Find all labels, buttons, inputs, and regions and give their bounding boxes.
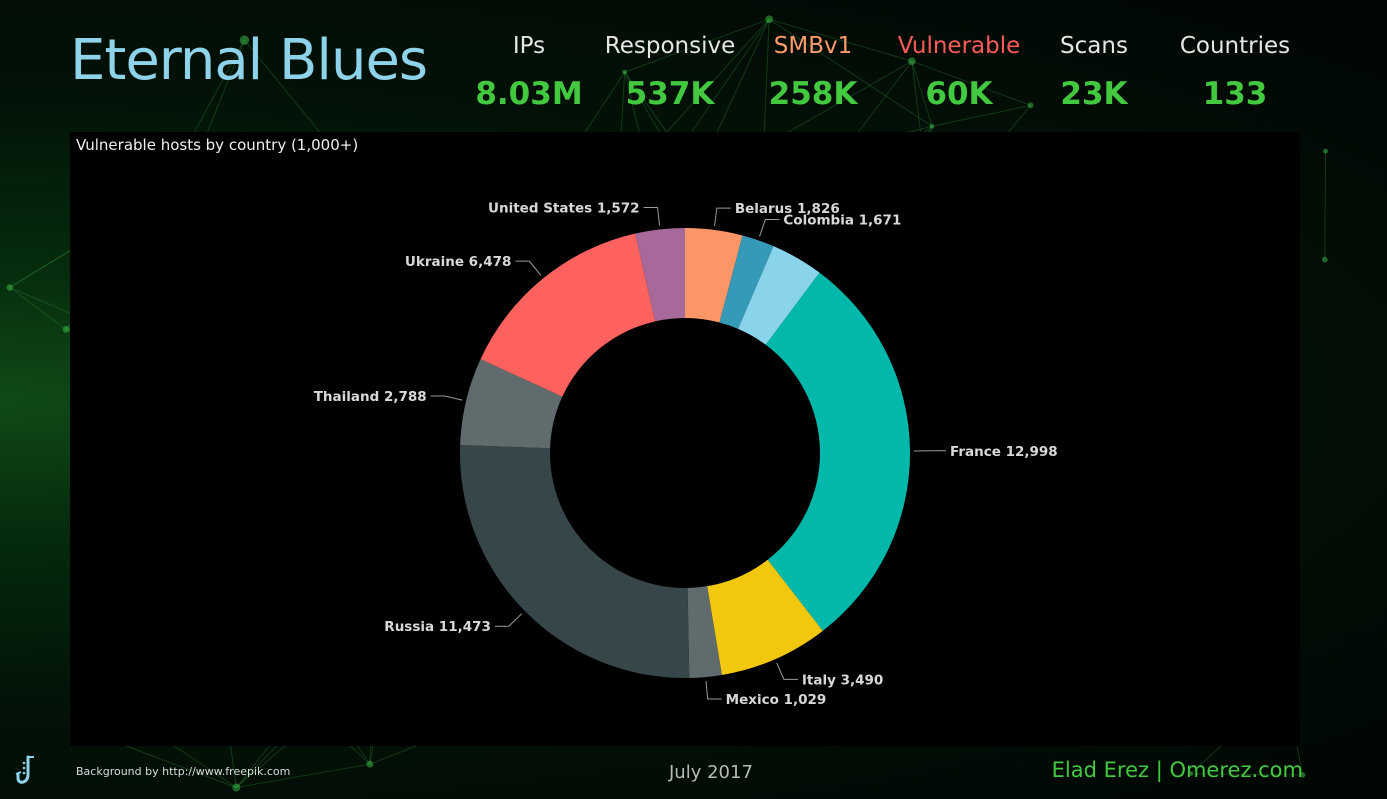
network-node (1299, 772, 1306, 778)
chart-panel: Belarus 1,826 Colombia 1,671 France 12,998… (70, 132, 1300, 746)
stat-vulnerable: Vulnerable 60K (884, 32, 1034, 112)
network-node (765, 15, 774, 24)
network-line (911, 60, 1031, 106)
stat-label: SMBv1 (773, 33, 853, 59)
network-line (1324, 151, 1327, 260)
network-node (622, 69, 628, 75)
network-node (1027, 102, 1034, 109)
slice-label: France 12,998 (950, 444, 1058, 460)
network-node (1321, 256, 1328, 263)
slice-label: Ukraine 6,478 (405, 254, 512, 270)
stat-smbv1: SMBv1 258K (738, 32, 888, 112)
network-node (1188, 771, 1193, 777)
stat-value: 258K (768, 76, 858, 112)
network-node (62, 325, 70, 333)
donut-slice[interactable] (738, 246, 820, 345)
stat-countries: Countries 133 (1160, 32, 1310, 112)
stat-label: IPs (512, 33, 546, 59)
leader-line (430, 395, 463, 401)
network-line (110, 739, 237, 788)
slice-label: Belarus 1,826 (735, 201, 840, 217)
stat-value: 8.03M (475, 76, 583, 112)
leader-line (776, 662, 798, 680)
network-line (624, 18, 770, 73)
leader-line (494, 613, 523, 627)
saxophone-icon (15, 755, 34, 784)
stat-label: Countries (1179, 33, 1291, 59)
network-node (1323, 148, 1329, 154)
leader-line (515, 260, 542, 276)
network-node (366, 760, 374, 768)
stat-value: 60K (925, 76, 993, 112)
slice-label: Thailand 2,788 (314, 389, 427, 405)
report-date: July 2017 (669, 762, 753, 783)
stat-label: Scans (1060, 33, 1128, 59)
donut-slice[interactable] (460, 359, 563, 449)
slice-label: United States 1,572 (488, 201, 640, 217)
network-line (911, 61, 933, 127)
stat-scans: Scans 23K (1019, 32, 1169, 112)
stat-label: Responsive (604, 33, 736, 59)
donut-slice[interactable] (480, 233, 656, 397)
network-node (239, 35, 250, 45)
donut-slice[interactable] (460, 445, 690, 678)
donut-slice[interactable] (685, 228, 743, 323)
author-link[interactable]: Elad Erez | Omerez.com (1051, 758, 1303, 782)
leader-line (643, 207, 661, 226)
stat-ips: IPs 8.03M (454, 32, 604, 112)
stat-value: 537K (625, 76, 715, 112)
slice-label: Italy 3,490 (802, 672, 883, 688)
donut-slice[interactable] (635, 228, 685, 322)
slice-label: Russia 11,473 (384, 619, 491, 635)
network-line (1190, 773, 1303, 776)
network-node (929, 123, 935, 129)
leader-line (705, 680, 722, 700)
slice-label: Mexico 1,029 (726, 692, 827, 708)
chart-title: Vulnerable hosts by country (1,000+) (76, 136, 359, 154)
network-line (931, 104, 1031, 127)
donut-slice[interactable] (719, 235, 774, 329)
network-line (236, 763, 371, 789)
stat-value: 133 (1202, 76, 1268, 112)
page-title: Eternal Blues (70, 28, 428, 93)
stat-label: Vulnerable (897, 33, 1021, 59)
leader-line (759, 218, 780, 237)
donut-slice[interactable] (765, 272, 910, 631)
network-node (908, 57, 916, 65)
slice-label: Colombia 1,671 (783, 212, 901, 228)
stat-responsive: Responsive 537K (595, 32, 745, 112)
donut-slice[interactable] (707, 559, 823, 675)
stat-value: 23K (1060, 76, 1128, 112)
network-node (6, 284, 13, 291)
network-line (9, 287, 67, 330)
network-line (768, 18, 933, 127)
leader-line (714, 207, 731, 226)
donut-slice[interactable] (687, 586, 722, 678)
network-node (232, 783, 241, 792)
background-credit: Background by http://www.freepik.com (76, 765, 291, 778)
network-line (769, 18, 913, 62)
